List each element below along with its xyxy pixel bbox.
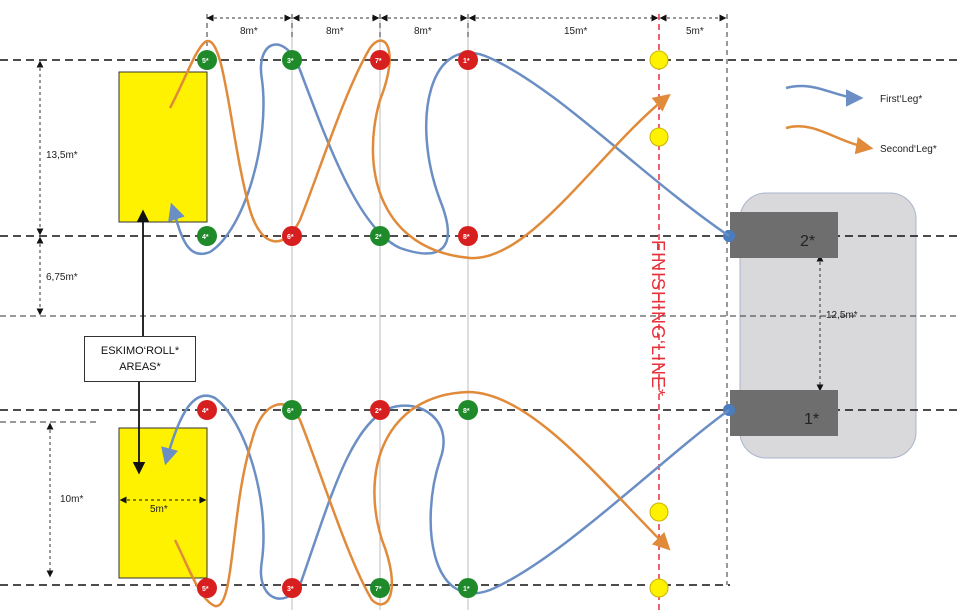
buoy-label: 1* (463, 586, 470, 593)
buoy-label: 2* (375, 408, 382, 415)
middle-lines (0, 315, 958, 423)
dim-roll-width: 5m* (150, 504, 168, 515)
buoy-red (458, 226, 478, 246)
buoys-upper-top: 5* 3* 7* 1* (197, 50, 478, 70)
eskimo-line-1: ESKIMO‘ROLL* (100, 345, 180, 357)
buoys-upper-bottom: 4* 6* 2* 8* (197, 226, 478, 246)
buoy-label: 2* (375, 234, 382, 241)
second-leg-path-upper (168, 39, 671, 260)
buoy-red (197, 578, 217, 598)
start-label-lower: 1* (804, 411, 819, 428)
buoy-label: 4* (202, 408, 209, 415)
buoy-label: 8* (463, 234, 470, 241)
buoys-lower-top: 4* 6* 2* 8* (197, 400, 478, 420)
legend-second-leg-label: Second‘Leg* (880, 144, 937, 155)
eskimo-line-2: AREAS* (119, 361, 161, 373)
buoy-green (370, 578, 390, 598)
buoy-red (370, 50, 390, 70)
roll-area-lower (118, 427, 208, 579)
buoy-green (370, 226, 390, 246)
buoy-red (370, 400, 390, 420)
buoy-green (197, 226, 217, 246)
buoy-green (282, 400, 302, 420)
start-label-upper: 2* (800, 233, 815, 250)
finish-buoy (649, 502, 669, 522)
buoy-green (282, 50, 302, 70)
dim-top-1: 8m* (240, 26, 258, 37)
legend-second-leg-swatch (785, 125, 874, 155)
vertical-guides (291, 20, 469, 610)
left-dimension-arrows (36, 60, 824, 578)
finish-buoy (649, 578, 669, 598)
buoy-label: 7* (375, 586, 382, 593)
start-block-upper (730, 212, 838, 258)
buoy-red (458, 50, 478, 70)
buoys-lower-bottom: 5* 3* 7* 1* (197, 578, 478, 598)
buoy-green (458, 578, 478, 598)
buoy-label: 3* (287, 586, 294, 593)
first-leg-path-lower (161, 394, 730, 600)
dim-start-gap: 12,5m* (826, 310, 858, 321)
buoy-label: 5* (202, 586, 209, 593)
finish-buoy (649, 127, 669, 147)
buoy-label: 8* (463, 408, 470, 415)
second-leg-path-lower (173, 390, 671, 608)
dim-top-2: 8m* (326, 26, 344, 37)
start-block-lower (730, 390, 838, 436)
buoy-green (458, 400, 478, 420)
buoy-label: 5* (202, 58, 209, 65)
buoy-label: 7* (375, 58, 382, 65)
finish-buoys (649, 50, 669, 598)
buoy-label: 3* (287, 58, 294, 65)
legend-first-leg-label: First‘Leg* (880, 94, 922, 105)
dim-top-4: 15m* (564, 26, 587, 37)
dim-gap: 6,75m* (46, 272, 78, 283)
buoy-red (282, 578, 302, 598)
buoy-label: 4* (202, 234, 209, 241)
finishing-line-label: FINISHING‘LINE* (648, 240, 668, 397)
legend-first-leg-swatch (785, 84, 864, 107)
buoy-green (197, 50, 217, 70)
buoy-label: 1* (463, 58, 470, 65)
dim-top-3: 8m* (414, 26, 432, 37)
buoy-label: 6* (287, 408, 294, 415)
buoy-red (197, 400, 217, 420)
dim-lower-lane: 10m* (60, 494, 83, 505)
dim-lane-width: 13,5m* (46, 150, 78, 161)
dim-top-5: 5m* (686, 26, 704, 37)
finish-buoy (649, 50, 669, 70)
eskimo-roll-areas-label: ESKIMO‘ROLL* AREAS* (84, 336, 196, 382)
buoy-label: 6* (287, 234, 294, 241)
buoy-red (282, 226, 302, 246)
roll-area-upper (118, 71, 208, 223)
